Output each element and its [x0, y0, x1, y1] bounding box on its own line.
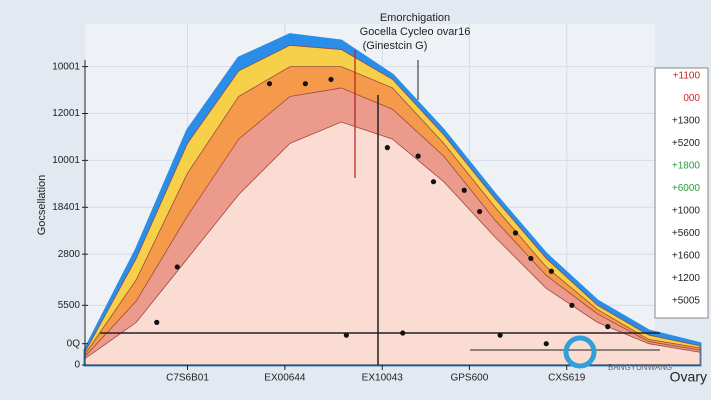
x-tick-label: EX10043: [362, 373, 404, 384]
y-tick-label: 5500: [58, 300, 81, 311]
dot: [461, 187, 467, 193]
dot: [605, 324, 611, 330]
x-tick-label: GPS600: [450, 373, 488, 384]
y-tick-label: 2800: [58, 249, 81, 260]
dot: [528, 255, 534, 262]
legend-label: +6000: [672, 183, 701, 194]
y-tick-label: 12001: [52, 108, 80, 119]
dot: [302, 81, 308, 87]
x-tick-label: C7S6B01: [166, 373, 209, 384]
dot: [174, 264, 180, 270]
legend-label: +5600: [672, 228, 701, 239]
dot: [266, 81, 273, 87]
y-tick-label: 10001: [52, 61, 80, 72]
y-tick-label: 0: [74, 360, 80, 371]
dots: [154, 76, 611, 347]
chart-subtitle: (Ginestcin G): [363, 40, 428, 52]
chart-title: Gocella Cycleo ovar16: [360, 26, 471, 38]
dot: [548, 268, 554, 274]
x-tick-label: EX00644: [264, 373, 306, 384]
watermark: BANGYUNWANG: [608, 363, 672, 372]
dot: [512, 230, 519, 236]
legend-label: +1800: [672, 161, 701, 172]
legend-label: 000: [683, 93, 700, 104]
chart-title: Emorchigation: [380, 12, 450, 24]
legend-label: +1200: [672, 273, 701, 284]
legend-label: +1600: [672, 251, 701, 262]
watermark-logo: [563, 335, 597, 369]
ticks: 0 0Q 5500 2800 18401 10001 12001 10001 C7S6B01 EX…: [52, 61, 586, 383]
y-tick-label: 0Q: [67, 338, 81, 349]
dot: [328, 76, 334, 83]
dot: [415, 153, 421, 159]
legend-label: +1000: [672, 206, 701, 217]
y-axis-label: Gocsellation: [36, 175, 48, 236]
dot: [543, 341, 549, 347]
area: [84, 121, 701, 366]
legend-box: [654, 67, 709, 319]
x-axis-label: Ovary: [670, 369, 707, 385]
legend: +1100 000 +1300 +5200 +1800 +6000 +1000 +5600 +1…: [672, 71, 701, 307]
dot: [400, 330, 406, 336]
y-tick-label: 10001: [52, 155, 80, 166]
dot: [343, 332, 349, 338]
dot: [477, 208, 483, 215]
legend-label: +5005: [672, 296, 701, 307]
legend-label: +1100: [673, 71, 701, 82]
y-tick-label: 18401: [52, 202, 80, 213]
dot: [154, 319, 160, 325]
legend-label: +1300: [672, 116, 701, 127]
areas: [83, 33, 702, 367]
dot: [569, 302, 575, 308]
dot: [430, 179, 437, 185]
x-tick-label: CXS619: [548, 373, 586, 384]
dot: [497, 332, 503, 338]
dot: [384, 145, 390, 151]
legend-label: +5200: [672, 138, 701, 149]
